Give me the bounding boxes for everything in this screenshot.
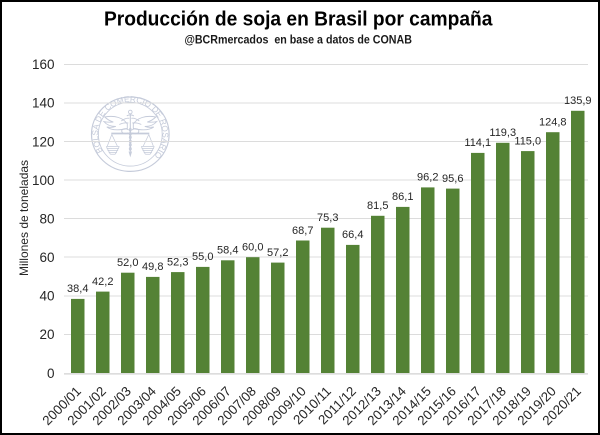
svg-text:38,4: 38,4 — [67, 283, 88, 295]
svg-text:115,0: 115,0 — [514, 135, 541, 147]
svg-text:86,1: 86,1 — [392, 191, 413, 203]
svg-text:55,0: 55,0 — [192, 251, 213, 263]
svg-text:@BCRmercados en base a datos: @BCRmercados en base a datos de CONAB — [184, 35, 412, 47]
svg-text:120: 120 — [32, 134, 55, 149]
svg-text:119,3: 119,3 — [489, 127, 516, 139]
svg-text:40: 40 — [39, 289, 54, 304]
svg-text:68,7: 68,7 — [292, 225, 313, 237]
svg-text:96,2: 96,2 — [417, 172, 438, 184]
svg-text:60: 60 — [39, 250, 54, 265]
svg-text:114,1: 114,1 — [464, 137, 491, 149]
svg-text:124,8: 124,8 — [539, 117, 567, 129]
svg-text:52,0: 52,0 — [117, 257, 138, 269]
svg-text:75,3: 75,3 — [317, 212, 338, 224]
svg-text:52,3: 52,3 — [167, 256, 188, 268]
svg-text:66,4: 66,4 — [342, 229, 363, 241]
svg-text:0: 0 — [47, 366, 55, 381]
svg-text:Producción de soja en Brasil p: Producción de soja en Brasil por campaña — [104, 9, 493, 31]
svg-text:20: 20 — [39, 327, 54, 342]
svg-text:60,0: 60,0 — [242, 242, 263, 254]
svg-text:58,4: 58,4 — [217, 245, 238, 257]
svg-text:95,6: 95,6 — [442, 173, 463, 185]
svg-text:140: 140 — [32, 96, 55, 111]
svg-text:49,8: 49,8 — [142, 261, 163, 273]
svg-text:Millones de toneladas: Millones de toneladas — [17, 160, 31, 276]
svg-text:42,2: 42,2 — [92, 276, 113, 288]
svg-text:100: 100 — [32, 173, 55, 188]
svg-text:135,9: 135,9 — [564, 95, 592, 107]
svg-text:81,5: 81,5 — [367, 200, 388, 212]
svg-text:57,2: 57,2 — [267, 247, 288, 259]
svg-text:160: 160 — [32, 57, 55, 72]
svg-text:80: 80 — [39, 212, 54, 227]
